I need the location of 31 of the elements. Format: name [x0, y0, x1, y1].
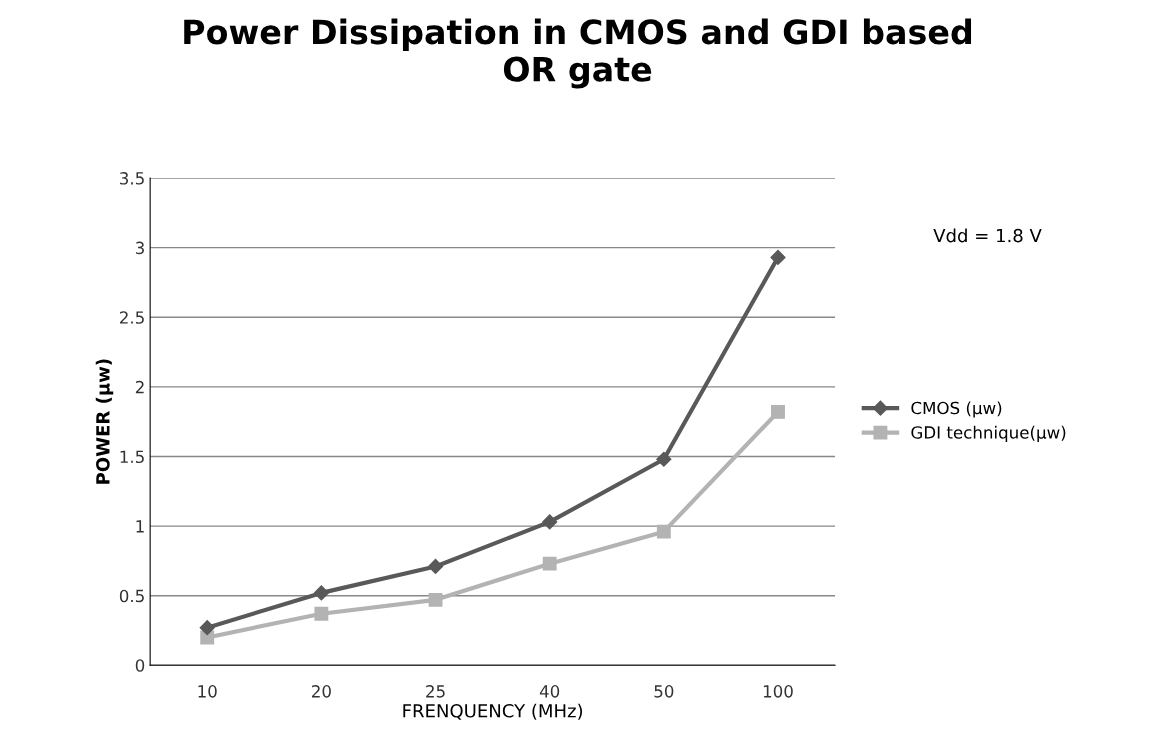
point	[542, 556, 557, 571]
point	[428, 592, 443, 607]
legend-label: CMOS (µw)	[911, 401, 1002, 418]
point	[314, 606, 329, 621]
y-tick-label: 1	[136, 520, 144, 533]
point	[770, 249, 786, 265]
legend-label: GDI technique(µw)	[911, 425, 1066, 442]
x-tick-label: 25	[426, 685, 445, 698]
x-tick-label: 20	[312, 685, 331, 698]
point	[199, 620, 215, 636]
y-tick-label: 2	[135, 380, 144, 394]
x-tick-label: 40	[539, 685, 560, 698]
y-tick-label: 0.5	[119, 589, 144, 603]
point	[656, 451, 672, 467]
x-tick-label: 50	[654, 685, 674, 698]
y-tick-label: 2.5	[120, 311, 144, 324]
x-tick-label: 100	[763, 685, 793, 698]
y-tick-label: 1.5	[120, 450, 144, 464]
x-tick-label: 10	[198, 685, 217, 698]
point	[656, 524, 671, 539]
y-tick-label: 0	[135, 659, 145, 672]
y-axis-title: POWER (µw)	[95, 359, 114, 484]
chart-title: Power Dissipation in CMOS and GDI based OR gate	[184, 18, 972, 89]
text: Vdd = 1.8 V	[933, 228, 1042, 243]
y-tick-label: 3.5	[120, 172, 144, 185]
y-tick-label: 3	[135, 241, 144, 255]
point	[427, 558, 444, 575]
point	[313, 585, 329, 601]
point	[542, 514, 558, 530]
x-axis-title: FRENQUENCY (MHz)	[403, 703, 583, 720]
point	[771, 404, 785, 419]
